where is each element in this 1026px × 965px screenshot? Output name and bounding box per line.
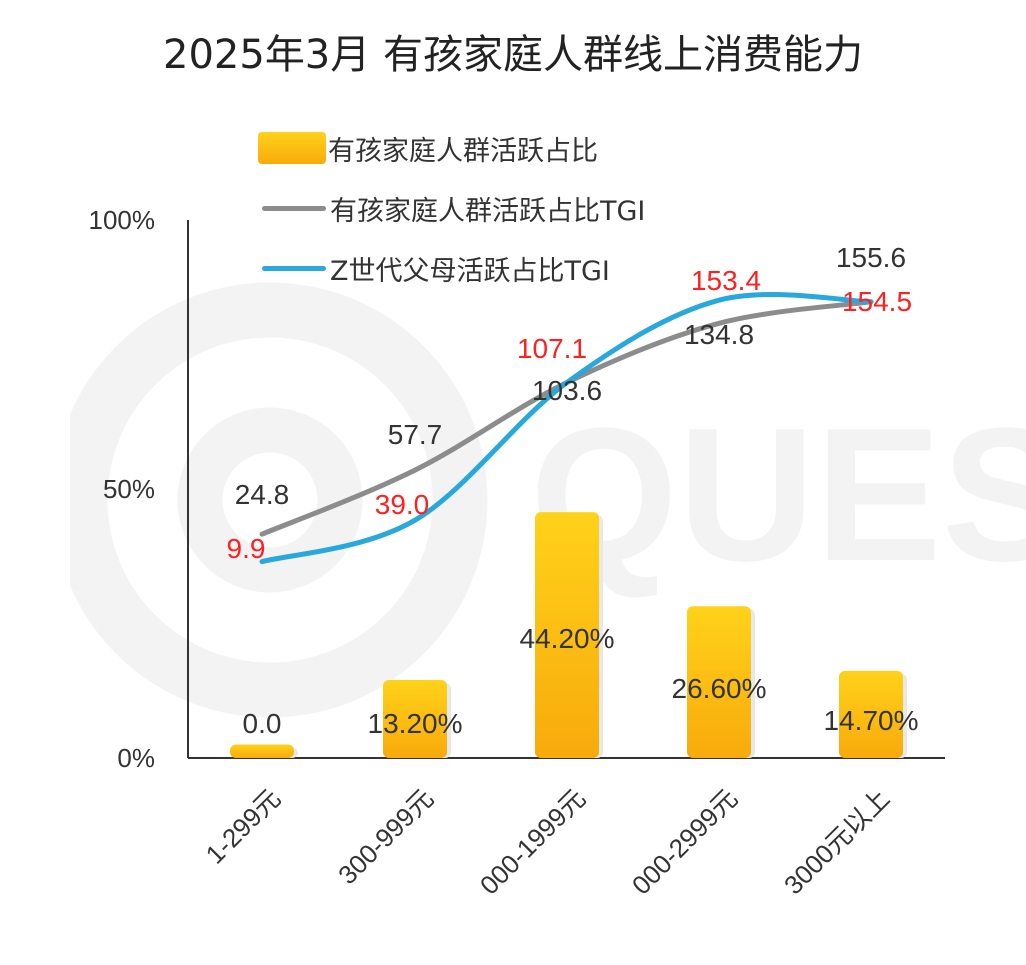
blue-tgi-data-label: 9.9 [227, 533, 266, 564]
x-tick-label: 1-299元 [200, 783, 287, 870]
legend-swatch-blue-line [262, 265, 326, 271]
bar-data-label: 44.20% [520, 623, 615, 654]
y-tick-label: 50% [103, 474, 155, 504]
gray-tgi-data-label: 134.8 [684, 319, 754, 350]
legend-swatch-bar [258, 132, 326, 164]
bar [383, 679, 447, 758]
bar-data-label: 13.20% [368, 708, 463, 739]
chart-title: 2025年3月 有孩家庭人群线上消费能力 [163, 32, 863, 78]
gray-tgi-data-label: 103.6 [532, 375, 602, 406]
bar [230, 744, 294, 758]
bar [839, 670, 903, 758]
bar [535, 512, 599, 758]
gray-tgi-data-label: 57.7 [388, 419, 443, 450]
x-tick-label: 3000元以上 [778, 783, 895, 900]
legend-item-bar: 有孩家庭人群活跃占比 [258, 118, 645, 178]
bar-data-label: 0.0 [243, 708, 282, 739]
legend-label-gray-line: 有孩家庭人群活跃占比TGI [330, 195, 646, 227]
x-tick-label: 300-999元 [332, 783, 439, 890]
legend-label-bar: 有孩家庭人群活跃占比 [328, 135, 598, 167]
x-tick-label: 000-1999元 [474, 783, 591, 900]
y-tick-label: 100% [89, 205, 156, 235]
x-tick-label: 000-2999元 [626, 783, 743, 900]
bar-data-label: 26.60% [672, 673, 767, 704]
bar-data-label: 14.70% [824, 705, 919, 736]
blue-tgi-data-label: 153.4 [691, 265, 761, 296]
legend-label-blue-line: Z世代父母活跃占比TGI [330, 255, 610, 287]
legend-item-blue-line: Z世代父母活跃占比TGI [258, 238, 645, 298]
tgi-line-blue [259, 292, 874, 565]
blue-tgi-data-label: 107.1 [517, 333, 587, 364]
chart-legend: 有孩家庭人群活跃占比 有孩家庭人群活跃占比TGI Z世代父母活跃占比TGI [258, 118, 645, 298]
legend-swatch-gray-line [262, 205, 326, 211]
blue-tgi-data-label: 154.5 [842, 286, 912, 317]
legend-item-gray-line: 有孩家庭人群活跃占比TGI [258, 178, 645, 238]
blue-tgi-data-label: 39.0 [375, 489, 430, 520]
bar [687, 606, 751, 758]
y-tick-label: 0% [117, 743, 155, 773]
gray-tgi-data-label: 24.8 [235, 479, 290, 510]
gray-tgi-data-label: 155.6 [836, 242, 906, 273]
